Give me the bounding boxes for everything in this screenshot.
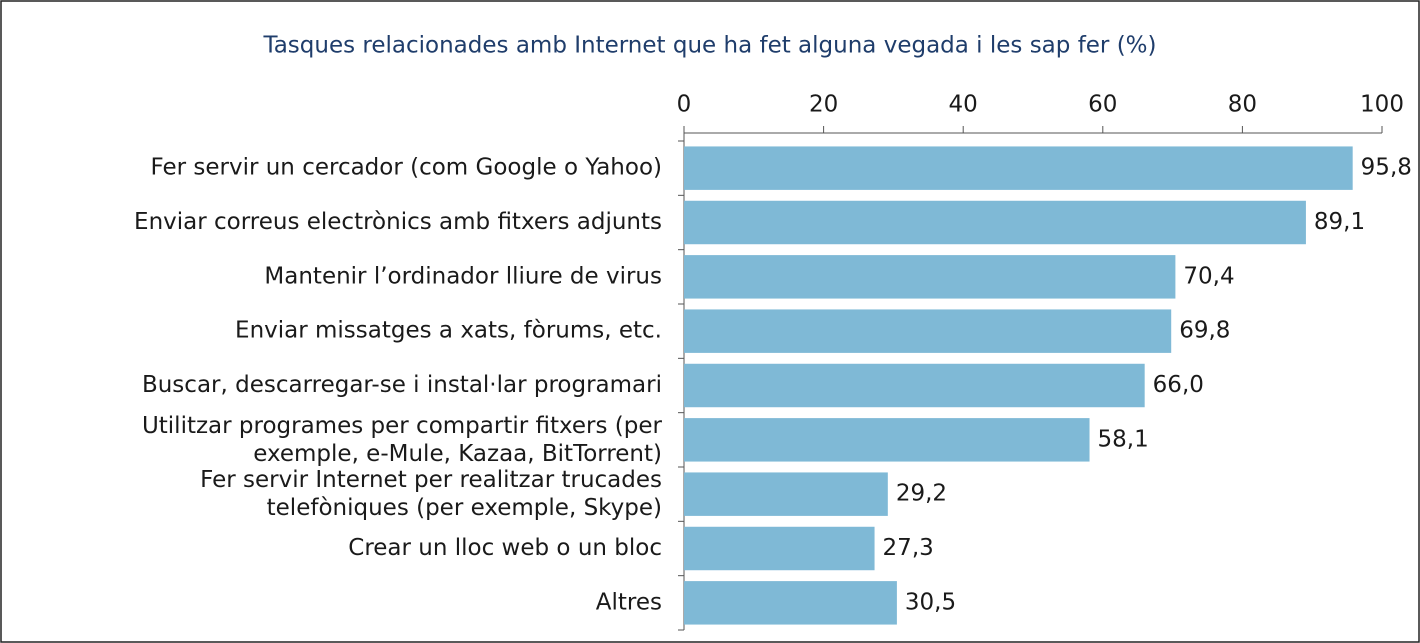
y-tick-label: Fer servir Internet per realitzar trucad…	[200, 467, 662, 521]
y-tick-label: Enviar missatges a xats, fòrums, etc.	[235, 318, 662, 344]
y-tick-label: Utilitzar programes per compartir fitxer…	[142, 412, 663, 466]
value-label: 29,2	[896, 481, 947, 507]
bar	[684, 146, 1353, 190]
y-tick-label: Crear un lloc web o un bloc	[348, 535, 662, 561]
x-tick-label: 0	[677, 92, 692, 118]
bar	[684, 526, 875, 571]
bar	[684, 309, 1172, 353]
y-tick-label: Enviar correus electrònics amb fitxers a…	[134, 209, 662, 235]
bar	[684, 418, 1090, 462]
value-label: 30,5	[905, 589, 956, 615]
value-label: 58,1	[1098, 426, 1149, 452]
bar	[684, 472, 888, 516]
x-tick-label: 40	[949, 92, 978, 118]
bar	[684, 581, 897, 625]
value-label: 27,3	[883, 535, 934, 561]
bar	[684, 255, 1176, 299]
value-label: 89,1	[1314, 209, 1365, 235]
y-tick-label: Mantenir l’ordinador lliure de virus	[264, 263, 662, 289]
y-tick-label: Buscar, descarregar-se i instal·lar prog…	[142, 372, 662, 398]
x-tick-label: 80	[1228, 92, 1257, 118]
value-label: 69,8	[1179, 318, 1230, 344]
x-tick-label: 60	[1088, 92, 1117, 118]
value-label: 66,0	[1153, 372, 1204, 398]
value-label: 70,4	[1183, 263, 1234, 289]
x-tick-label: 100	[1360, 92, 1404, 118]
y-tick-label: Fer servir un cercador (com Google o Yah…	[150, 155, 662, 181]
bar	[684, 363, 1145, 408]
y-tick-label: Altres	[596, 589, 662, 615]
chart-title: Tasques relacionades amb Internet que ha…	[262, 33, 1156, 59]
value-label: 95,8	[1361, 155, 1412, 181]
x-tick-label: 20	[809, 92, 838, 118]
bar	[684, 200, 1306, 245]
